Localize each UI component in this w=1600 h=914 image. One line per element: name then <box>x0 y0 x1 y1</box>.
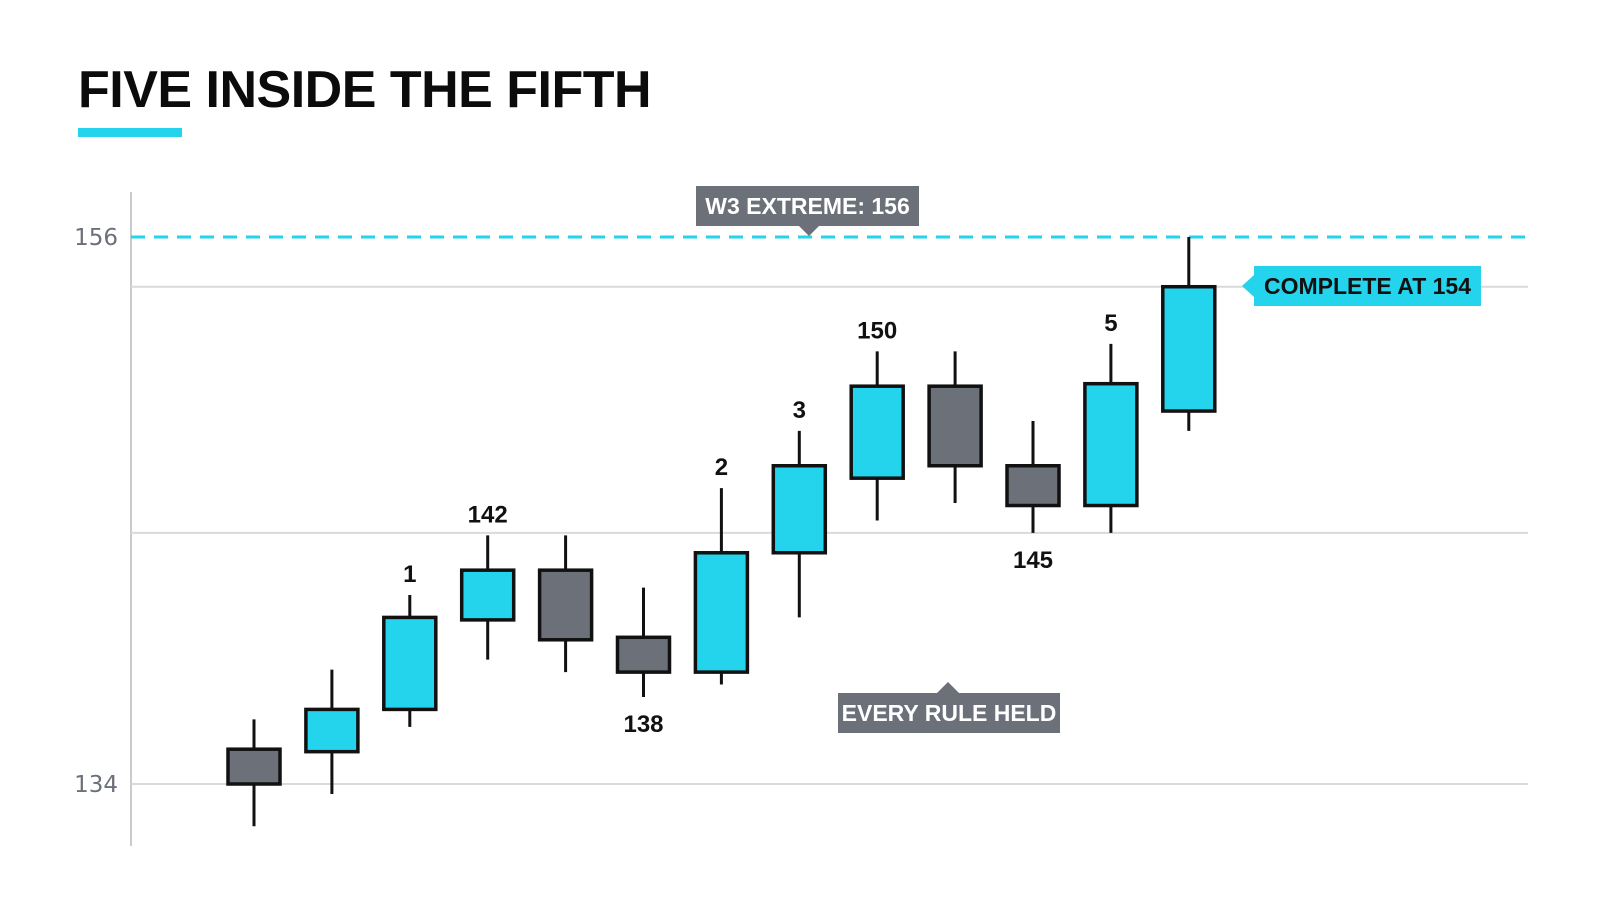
callout-text: EVERY RULE HELD <box>842 700 1057 726</box>
candle <box>459 535 516 660</box>
callout-pointer <box>937 682 959 693</box>
complete-callout: COMPLETE AT 154 <box>1242 266 1481 306</box>
y-tick-label: 156 <box>74 225 118 251</box>
bearish-candle-body <box>927 384 983 468</box>
candle <box>304 669 360 794</box>
bullish-candle-body <box>693 551 750 674</box>
w3-extreme-callout: W3 EXTREME: 156 <box>696 186 919 236</box>
bearish-candle-body <box>615 635 672 674</box>
bullish-candle-body <box>459 568 516 622</box>
candle <box>849 351 905 521</box>
bullish-candle-body <box>382 615 438 712</box>
page-title: FIVE INSIDE THE FIFTH <box>78 61 652 119</box>
callout-text: W3 EXTREME: 156 <box>705 193 910 219</box>
candle <box>1083 343 1139 533</box>
candles-layer <box>226 237 1217 827</box>
candle-labels-layer: 1 142 138 2 3 150 145 5 <box>403 310 1117 738</box>
candle-label: 145 <box>1013 547 1053 574</box>
callout-box <box>696 186 919 226</box>
candle <box>1161 237 1217 431</box>
candle-label: 3 <box>793 397 806 424</box>
candle <box>771 430 828 618</box>
candle-label: 142 <box>468 501 508 528</box>
bullish-candle-body <box>1161 284 1217 413</box>
candle <box>927 351 983 504</box>
callout-box <box>838 693 1060 733</box>
callouts-layer: W3 EXTREME: 156 COMPLETE AT 154 EVERY RULE… <box>696 186 1481 733</box>
bullish-candle-body <box>304 707 360 754</box>
callout-pointer <box>1242 275 1254 297</box>
candle <box>382 595 438 727</box>
candle <box>615 587 672 697</box>
candle <box>693 488 750 685</box>
bullish-candle-body <box>771 463 828 555</box>
candle-label: 5 <box>1104 310 1117 337</box>
bearish-candle-body <box>1005 463 1061 508</box>
bearish-candle-body <box>537 568 594 642</box>
candle-label: 138 <box>623 711 663 738</box>
candle <box>1005 420 1061 533</box>
candle-label: 1 <box>403 561 416 588</box>
candle <box>537 535 594 673</box>
bearish-candle-body <box>226 747 282 786</box>
bullish-candle-body <box>1083 381 1139 508</box>
every-rule-held-callout: EVERY RULE HELD <box>838 682 1060 733</box>
y-tick-label: 134 <box>74 772 118 798</box>
callout-box <box>1254 266 1481 306</box>
candle-label: 150 <box>857 317 897 344</box>
callout-text: COMPLETE AT 154 <box>1264 273 1471 299</box>
candle-label: 2 <box>715 454 728 481</box>
bullish-candle-body <box>849 384 905 480</box>
candle <box>226 719 282 827</box>
callout-pointer <box>799 226 819 236</box>
title-underline <box>78 128 182 137</box>
